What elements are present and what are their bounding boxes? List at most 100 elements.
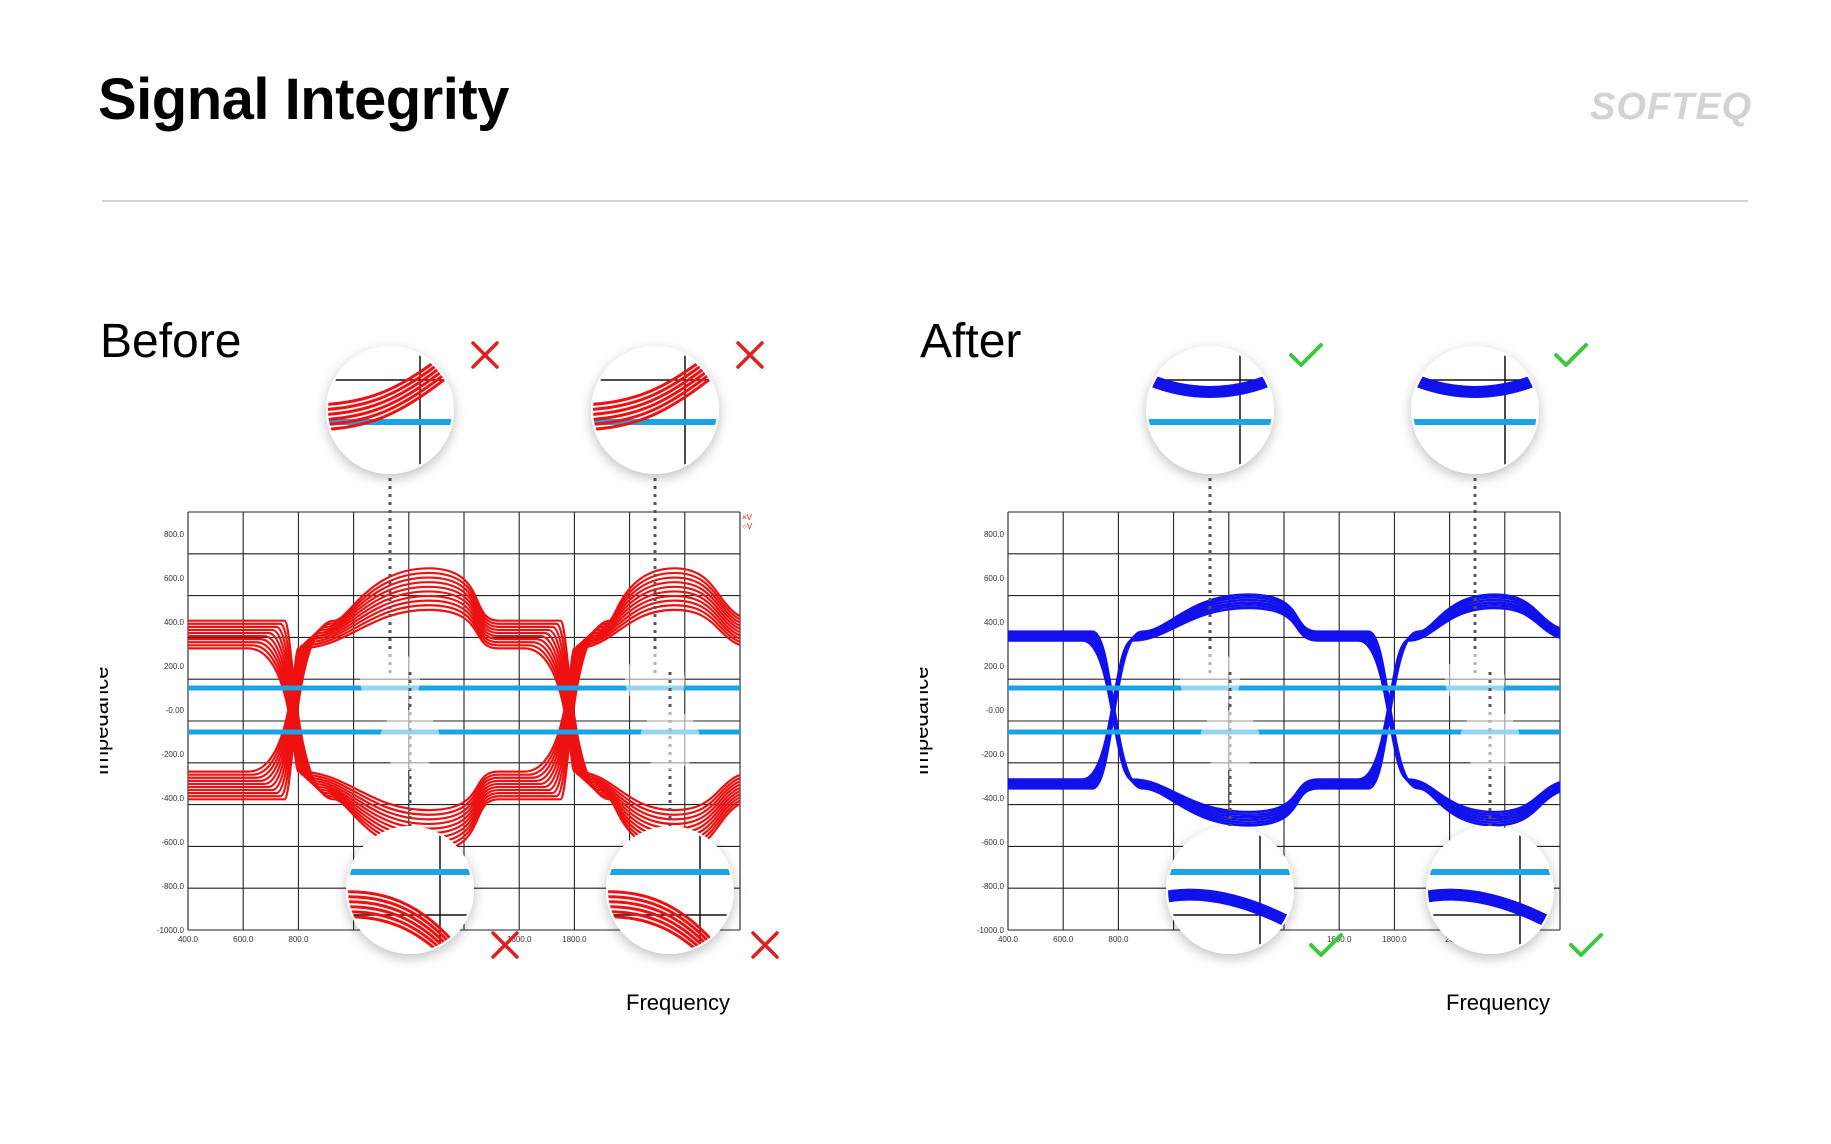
y-axis-title: Impedance <box>100 667 113 776</box>
lens-highlight <box>360 650 420 710</box>
x-tick-label: 400.0 <box>998 935 1019 944</box>
x-tick-label: 1800.0 <box>1382 935 1407 944</box>
inset-circle <box>346 826 474 954</box>
fail-cross-icon <box>751 931 779 959</box>
inset-circle <box>1426 826 1554 954</box>
y-tick-label: -400.0 <box>161 794 184 803</box>
inset-circle <box>1166 826 1294 954</box>
after-eye-diagram: 800.0 600.0 400.0 200.0 -0.00 -200.0 -400.0 -60… <box>920 343 1603 1015</box>
y-tick-label: -0.00 <box>986 706 1005 715</box>
inset-circle <box>1146 346 1274 474</box>
y-tick-label: -600.0 <box>161 838 184 847</box>
inset-content <box>1168 828 1292 952</box>
inset-trace <box>1148 370 1272 398</box>
before-title: Before <box>100 315 242 368</box>
inset-trace <box>608 890 722 951</box>
pass-check-icon <box>1569 933 1603 957</box>
inset-trace <box>593 358 716 417</box>
y-tick-label: -800.0 <box>161 882 184 891</box>
inset-trace <box>328 373 451 432</box>
y-tick-label: 800.0 <box>164 530 185 539</box>
pass-check-icon <box>1289 343 1323 367</box>
y-tick-label: -0.00 <box>166 706 185 715</box>
inset-trace <box>608 895 722 952</box>
legend-entry: ○V <box>742 522 753 531</box>
lens-highlight <box>640 710 700 770</box>
y-tick-label: -1000.0 <box>157 926 185 935</box>
x-axis-title: Frequency <box>626 990 730 1015</box>
header-divider <box>102 200 1748 202</box>
trace-line <box>188 599 740 821</box>
after-panel: After 800.0 600.0 400.0 200.0 -0.00 -200.0 -40… <box>920 300 1780 1060</box>
x-axis-title: Frequency <box>1446 990 1550 1015</box>
trace-line <box>188 608 740 812</box>
pass-check-icon <box>1309 933 1343 957</box>
inset-trace <box>328 368 451 427</box>
inset-trace <box>593 373 716 432</box>
y-tick-label: 600.0 <box>164 574 185 583</box>
pass-check-icon <box>1554 343 1588 367</box>
x-tick-label: 800.0 <box>1108 935 1129 944</box>
y-tick-label: 400.0 <box>984 618 1005 627</box>
y-tick-label: -400.0 <box>981 794 1004 803</box>
x-tick-label: 800.0 <box>288 935 309 944</box>
inset-content <box>1428 828 1552 952</box>
inset-content <box>1148 348 1272 472</box>
inset-trace <box>328 363 451 422</box>
zoom-inset <box>606 672 734 954</box>
eye-traces <box>188 567 740 853</box>
inset-trace <box>348 890 462 951</box>
eye-traces <box>1008 593 1560 827</box>
inset-trace <box>1413 370 1537 398</box>
x-tick-label: 1600.0 <box>1327 935 1352 944</box>
inset-trace <box>1168 888 1292 934</box>
inset-circle <box>1411 346 1539 474</box>
inset-trace <box>593 368 716 427</box>
trace-line <box>188 608 740 812</box>
before-panel: Before 800.0 600.0 400.0 200.0 -0.00 -200.0 -4… <box>100 300 960 1060</box>
before-eye-diagram: 800.0 600.0 400.0 200.0 -0.00 -200.0 -400.0 -60… <box>100 341 779 1015</box>
legend-entry: ×V <box>742 513 753 522</box>
x-tick-label: 1600.0 <box>507 935 532 944</box>
lens-highlight <box>625 650 685 710</box>
y-tick-label: 600.0 <box>984 574 1005 583</box>
trace-line <box>188 604 740 816</box>
zoom-inset <box>1166 672 1294 954</box>
x-tick-label: 400.0 <box>178 935 199 944</box>
y-tick-label: -200.0 <box>981 750 1004 759</box>
zoom-inset <box>1146 346 1274 710</box>
zoom-inset <box>346 672 474 954</box>
lens-highlight <box>1460 710 1520 770</box>
zoom-inset <box>591 346 719 710</box>
inset-trace <box>608 910 722 952</box>
zoom-inset <box>326 346 454 710</box>
y-tick-label: -200.0 <box>161 750 184 759</box>
x-tick-label: 600.0 <box>1053 935 1074 944</box>
x-tick-label: 600.0 <box>233 935 254 944</box>
trace-line <box>1008 593 1560 827</box>
y-tick-label: 200.0 <box>164 662 185 671</box>
lens-highlight <box>380 710 440 770</box>
lens-highlight <box>1445 650 1505 710</box>
y-axis-title: Impedance <box>920 667 933 776</box>
zoom-inset <box>1411 346 1539 710</box>
fail-cross-icon <box>736 341 764 369</box>
inset-trace <box>1428 888 1552 934</box>
zoom-inset <box>1426 672 1554 954</box>
y-tick-label: -600.0 <box>981 838 1004 847</box>
page-title: Signal Integrity <box>98 67 509 132</box>
y-tick-label: -1000.0 <box>977 926 1005 935</box>
inset-content <box>593 348 717 472</box>
inset-circle <box>606 826 734 954</box>
inset-trace <box>593 353 716 412</box>
trace-line <box>1008 593 1560 827</box>
x-tick-label: 1800.0 <box>562 935 587 944</box>
softeq-logo: SOFTEQ <box>1590 86 1753 128</box>
y-tick-label: -800.0 <box>981 882 1004 891</box>
y-tick-label: 400.0 <box>164 618 185 627</box>
lens-highlight <box>1200 710 1260 770</box>
trace-line <box>188 567 740 853</box>
inset-trace <box>348 910 462 952</box>
y-tick-label: 800.0 <box>984 530 1005 539</box>
y-tick-label: 200.0 <box>984 662 1005 671</box>
